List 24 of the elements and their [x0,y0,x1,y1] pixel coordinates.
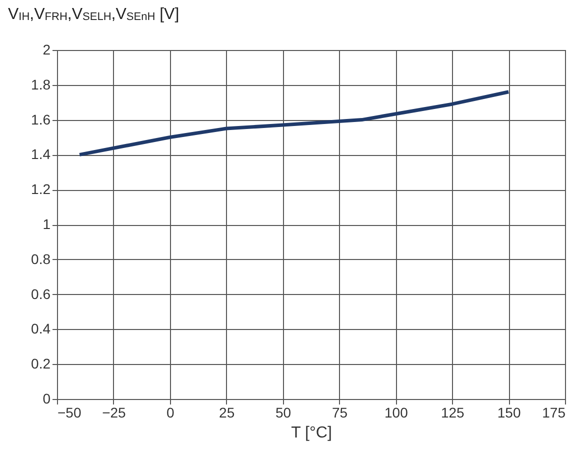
x-tick-label: 150 [497,404,521,420]
y-tick-label: 1.4 [31,146,51,162]
text: V$_{IH}$,V$_{FRH}$,V$_{SELH}$,V$_{SEnH}$ [V] [8,6,180,23]
x-tick-label: −25 [102,404,126,420]
x-tick-label: 50 [275,404,292,420]
x-tick-label: 0 [166,404,174,420]
y-tick-label: 0.4 [31,320,51,337]
y-tick-label: 0 [42,390,51,406]
x-tick-label: 25 [219,404,235,420]
x-tick-label: −50 [58,404,82,420]
y-tick-label: 0.8 [31,250,51,267]
y-tick-label: 0.6 [31,286,51,302]
line-series [78,90,510,156]
y-tick-label: 0.2 [31,356,51,372]
y-tick-label: 1 [42,216,51,232]
x-tick-label: 100 [384,404,408,420]
x-tick-label: 125 [440,404,465,420]
y-tick-label: 2 [42,42,51,58]
y-tick-label: 1.6 [31,111,51,128]
x-tick-label: 175 [542,404,566,420]
x-tick-label: 75 [332,404,348,420]
y-tick-label: 1.2 [31,181,51,198]
y-tick-label: 1.8 [31,76,51,92]
x-axis-title: T [°C] [291,424,332,442]
